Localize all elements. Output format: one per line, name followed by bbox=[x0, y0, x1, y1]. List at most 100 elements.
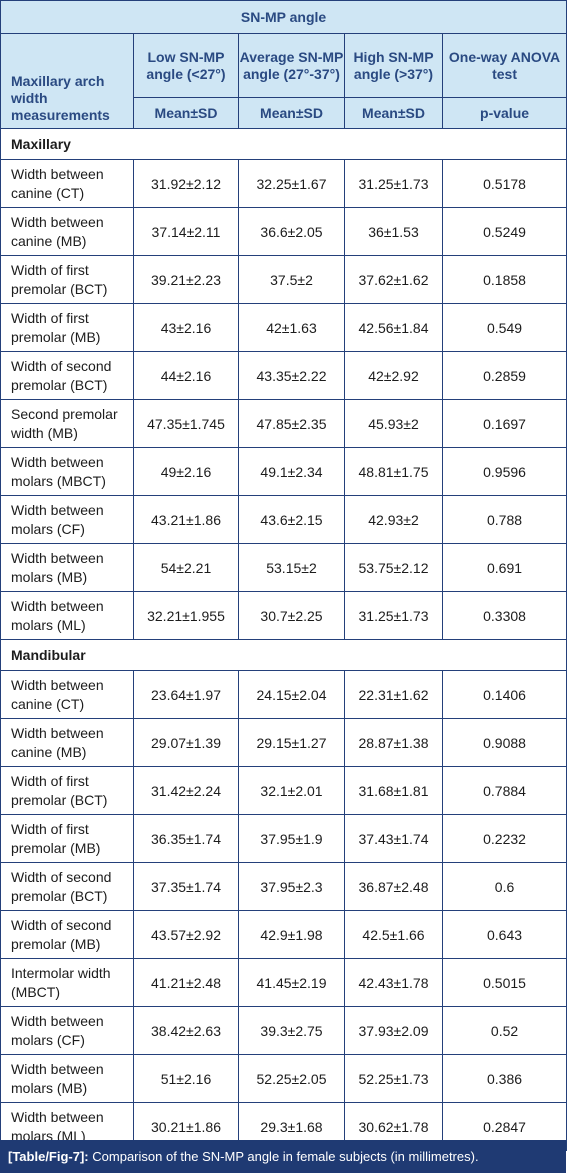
caption-text: Comparison of the SN-MP angle in female … bbox=[92, 1149, 479, 1164]
p-value-cell: 0.7884 bbox=[441, 766, 568, 815]
row-label: Width of second premolar (MB) bbox=[0, 910, 134, 959]
table-row: Width of second premolar (MB) 43.57±2.92 4… bbox=[0, 910, 568, 959]
mean-sd-cell: 36.87±2.48 bbox=[344, 862, 443, 911]
table-row: Width of first premolar (MB) 43±2.16 42±1.… bbox=[0, 303, 568, 352]
table-row: Width of first premolar (BCT) 31.42±2.24 3… bbox=[0, 766, 568, 815]
table-row: Intermolar width (MBCT) 41.21±2.48 41.45±2… bbox=[0, 958, 568, 1007]
table-row: Width of first premolar (BCT) 39.21±2.23 3… bbox=[0, 255, 568, 304]
mean-sd-cell: 32.1±2.01 bbox=[238, 766, 345, 815]
mean-sd-cell: 32.21±1.955 bbox=[133, 591, 239, 640]
figure-caption: [Table/Fig-7]: Comparison of the SN-MP a… bbox=[0, 1140, 566, 1173]
super-header-row: SN-MP angle bbox=[0, 0, 568, 34]
mean-sd-cell: 37.62±1.62 bbox=[344, 255, 443, 304]
row-label: Width between canine (MB) bbox=[0, 718, 134, 767]
mean-sd-cell: 53.15±2 bbox=[238, 543, 345, 592]
p-value-cell: 0.2859 bbox=[441, 351, 568, 400]
mean-sd-cell: 45.93±2 bbox=[344, 399, 443, 448]
mean-sd-cell: 52.25±1.73 bbox=[344, 1054, 443, 1103]
mean-sd-cell: 49±2.16 bbox=[133, 447, 239, 496]
table-row: Second premolar width (MB) 47.35±1.745 47.… bbox=[0, 399, 568, 448]
mean-sd-cell: 42.5±1.66 bbox=[344, 910, 443, 959]
row-label: Width between molars (CF) bbox=[0, 1006, 134, 1055]
row-label: Intermolar width (MBCT) bbox=[0, 958, 134, 1007]
row-label: Width between molars (ML) bbox=[0, 591, 134, 640]
p-value-cell: 0.788 bbox=[441, 495, 568, 544]
table-row: Width between molars (ML) 32.21±1.955 30.7… bbox=[0, 591, 568, 640]
caption-tag: [Table/Fig-7]: bbox=[8, 1149, 89, 1164]
super-header: SN-MP angle bbox=[0, 0, 568, 34]
mean-sd-cell: 36±1.53 bbox=[344, 207, 443, 256]
column-subheader: Mean±SD bbox=[238, 97, 345, 129]
mean-sd-cell: 38.42±2.63 bbox=[133, 1006, 239, 1055]
mean-sd-cell: 42.9±1.98 bbox=[238, 910, 345, 959]
mean-sd-cell: 54±2.21 bbox=[133, 543, 239, 592]
table-row: Width between molars (CF) 43.21±1.86 43.6±… bbox=[0, 495, 568, 544]
mean-sd-cell: 42.56±1.84 bbox=[344, 303, 443, 352]
row-label: Width of first premolar (BCT) bbox=[0, 766, 134, 815]
table-row: Width between canine (MB) 29.07±1.39 29.15… bbox=[0, 718, 568, 767]
mean-sd-cell: 39.3±2.75 bbox=[238, 1006, 345, 1055]
table-row: Width between molars (MB) 54±2.21 53.15±2 5… bbox=[0, 543, 568, 592]
column-header-row: Maxillary arch width measurements Low SN… bbox=[0, 33, 568, 129]
section-row: Mandibular bbox=[0, 639, 568, 671]
row-label: Width between canine (MB) bbox=[0, 207, 134, 256]
p-value-cell: 0.3308 bbox=[441, 591, 568, 640]
mean-sd-cell: 43±2.16 bbox=[133, 303, 239, 352]
mean-sd-cell: 52.25±2.05 bbox=[238, 1054, 345, 1103]
mean-sd-cell: 31.25±1.73 bbox=[344, 159, 443, 208]
mean-sd-cell: 37.95±2.3 bbox=[238, 862, 345, 911]
mean-sd-cell: 31.92±2.12 bbox=[133, 159, 239, 208]
table-row: Width between molars (MB) 51±2.16 52.25±2.… bbox=[0, 1054, 568, 1103]
table-row: Width between canine (CT) 31.92±2.12 32.25… bbox=[0, 159, 568, 208]
mean-sd-cell: 31.42±2.24 bbox=[133, 766, 239, 815]
p-value-cell: 0.643 bbox=[441, 910, 568, 959]
p-value-cell: 0.1697 bbox=[441, 399, 568, 448]
mean-sd-cell: 29.15±1.27 bbox=[238, 718, 345, 767]
mean-sd-cell: 42±2.92 bbox=[344, 351, 443, 400]
table-row: Width between canine (MB) 37.14±2.11 36.6±… bbox=[0, 207, 568, 256]
row-label: Width between canine (CT) bbox=[0, 159, 134, 208]
mean-sd-cell: 37.43±1.74 bbox=[344, 814, 443, 863]
row-label: Width between molars (MB) bbox=[0, 543, 134, 592]
row-label: Width of first premolar (MB) bbox=[0, 303, 134, 352]
p-value-cell: 0.386 bbox=[441, 1054, 568, 1103]
mean-sd-cell: 30.7±2.25 bbox=[238, 591, 345, 640]
mean-sd-cell: 43.21±1.86 bbox=[133, 495, 239, 544]
column-subheader: Mean±SD bbox=[133, 97, 239, 129]
mean-sd-cell: 36.6±2.05 bbox=[238, 207, 345, 256]
row-label: Width of first premolar (MB) bbox=[0, 814, 134, 863]
row-label: Width between molars (CF) bbox=[0, 495, 134, 544]
column-header: Low SN-MP angle (<27°) bbox=[133, 33, 239, 98]
p-value-cell: 0.6 bbox=[441, 862, 568, 911]
mean-sd-cell: 51±2.16 bbox=[133, 1054, 239, 1103]
p-value-cell: 0.9596 bbox=[441, 447, 568, 496]
section-title: Maxillary bbox=[0, 128, 568, 160]
table-row: Width of second premolar (BCT) 44±2.16 43.… bbox=[0, 351, 568, 400]
p-value-cell: 0.2232 bbox=[441, 814, 568, 863]
row-label: Width between molars (MB) bbox=[0, 1054, 134, 1103]
mean-sd-cell: 41.21±2.48 bbox=[133, 958, 239, 1007]
table-row: Width of second premolar (BCT) 37.35±1.74… bbox=[0, 862, 568, 911]
column-subheader: Mean±SD bbox=[344, 97, 443, 129]
mean-sd-cell: 31.68±1.81 bbox=[344, 766, 443, 815]
mean-sd-cell: 43.35±2.22 bbox=[238, 351, 345, 400]
mean-sd-cell: 47.85±2.35 bbox=[238, 399, 345, 448]
column-subheader-row: Mean±SD Mean±SD Mean±SD p-value bbox=[1, 97, 568, 129]
mean-sd-cell: 48.81±1.75 bbox=[344, 447, 443, 496]
mean-sd-cell: 36.35±1.74 bbox=[133, 814, 239, 863]
mean-sd-cell: 37.14±2.11 bbox=[133, 207, 239, 256]
section-row: Maxillary bbox=[0, 128, 568, 160]
mean-sd-cell: 42±1.63 bbox=[238, 303, 345, 352]
p-value-cell: 0.52 bbox=[441, 1006, 568, 1055]
p-value-cell: 0.9088 bbox=[441, 718, 568, 767]
mean-sd-cell: 47.35±1.745 bbox=[133, 399, 239, 448]
row-label: Second premolar width (MB) bbox=[0, 399, 134, 448]
table-row: Width between canine (CT) 23.64±1.97 24.15… bbox=[0, 670, 568, 719]
table-row: Width of first premolar (MB) 36.35±1.74 37… bbox=[0, 814, 568, 863]
row-header: Maxillary arch width measurements bbox=[0, 33, 134, 129]
p-value-cell: 0.5249 bbox=[441, 207, 568, 256]
mean-sd-cell: 22.31±1.62 bbox=[344, 670, 443, 719]
column-subheader: p-value bbox=[441, 97, 568, 129]
